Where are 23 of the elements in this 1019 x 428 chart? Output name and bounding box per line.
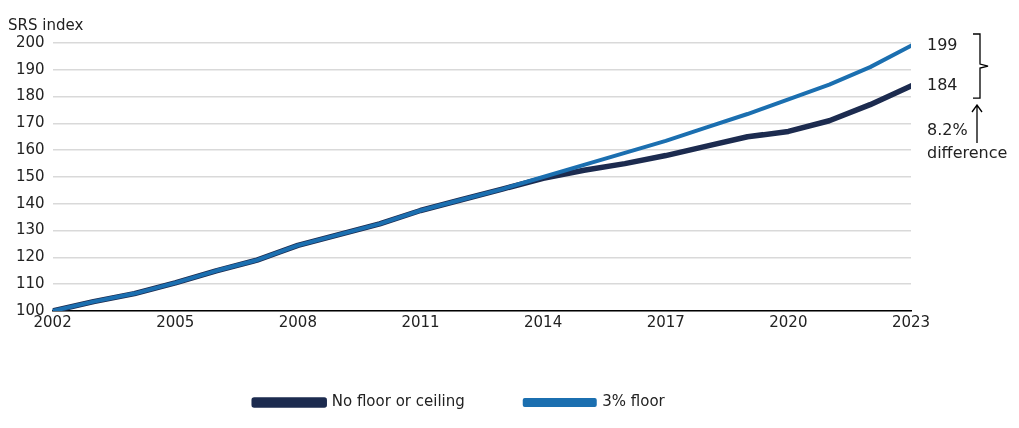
legend-label: 3% floor xyxy=(602,392,666,411)
y-tick-label: 200 xyxy=(15,32,45,51)
y-tick-label: 120 xyxy=(15,247,45,266)
y-tick-label: 180 xyxy=(15,86,45,105)
y-tick-label: 130 xyxy=(15,220,45,239)
x-tick-label: 2005 xyxy=(156,312,195,331)
y-tick-label: 110 xyxy=(15,274,45,293)
y-tick-label: 190 xyxy=(15,59,45,78)
x-tick-label: 2017 xyxy=(646,312,685,331)
annotation: 184 xyxy=(927,75,958,95)
x-tick-label: 2008 xyxy=(278,312,317,331)
text: 8.2% difference xyxy=(927,120,1008,163)
legend-label: No floor or ceiling xyxy=(331,392,465,411)
y-tick-label: 140 xyxy=(15,193,45,212)
y-axis-title: SRS index xyxy=(8,16,84,34)
y-tick-label: 160 xyxy=(15,140,45,159)
y-tick-label: 150 xyxy=(15,166,45,185)
x-tick-label: 2014 xyxy=(524,312,563,331)
y-tick-label: 170 xyxy=(15,113,45,132)
x-tick-label: 2011 xyxy=(401,312,440,331)
x-tick-label: 2020 xyxy=(769,312,808,331)
x-tick-label: 2023 xyxy=(891,312,931,331)
annotation: 199 xyxy=(927,34,958,54)
